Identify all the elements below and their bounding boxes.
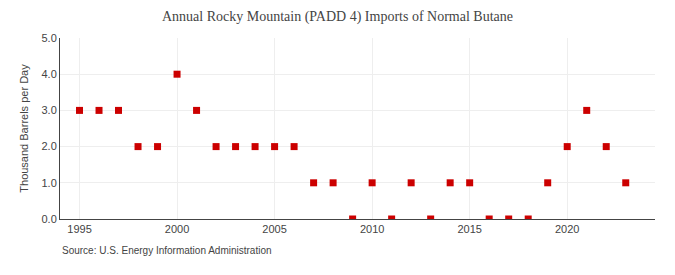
svg-text:4.0: 4.0 bbox=[42, 68, 57, 80]
svg-text:Thousand Barrels per Day: Thousand Barrels per Day bbox=[18, 64, 30, 193]
svg-text:1995: 1995 bbox=[67, 223, 91, 235]
svg-text:2.0: 2.0 bbox=[42, 140, 57, 152]
svg-text:2020: 2020 bbox=[555, 223, 579, 235]
svg-text:2000: 2000 bbox=[165, 223, 189, 235]
svg-text:2015: 2015 bbox=[457, 223, 481, 235]
svg-text:3.0: 3.0 bbox=[42, 104, 57, 116]
svg-text:0.0: 0.0 bbox=[42, 213, 57, 225]
svg-text:2005: 2005 bbox=[262, 223, 286, 235]
svg-text:2010: 2010 bbox=[360, 223, 384, 235]
svg-text:Annual Rocky Mountain (PADD 4): Annual Rocky Mountain (PADD 4) Imports o… bbox=[162, 9, 513, 25]
svg-text:5.0: 5.0 bbox=[42, 32, 57, 44]
svg-text:1.0: 1.0 bbox=[42, 177, 57, 189]
svg-text:Source: U.S. Energy Informatio: Source: U.S. Energy Information Administ… bbox=[62, 245, 272, 256]
